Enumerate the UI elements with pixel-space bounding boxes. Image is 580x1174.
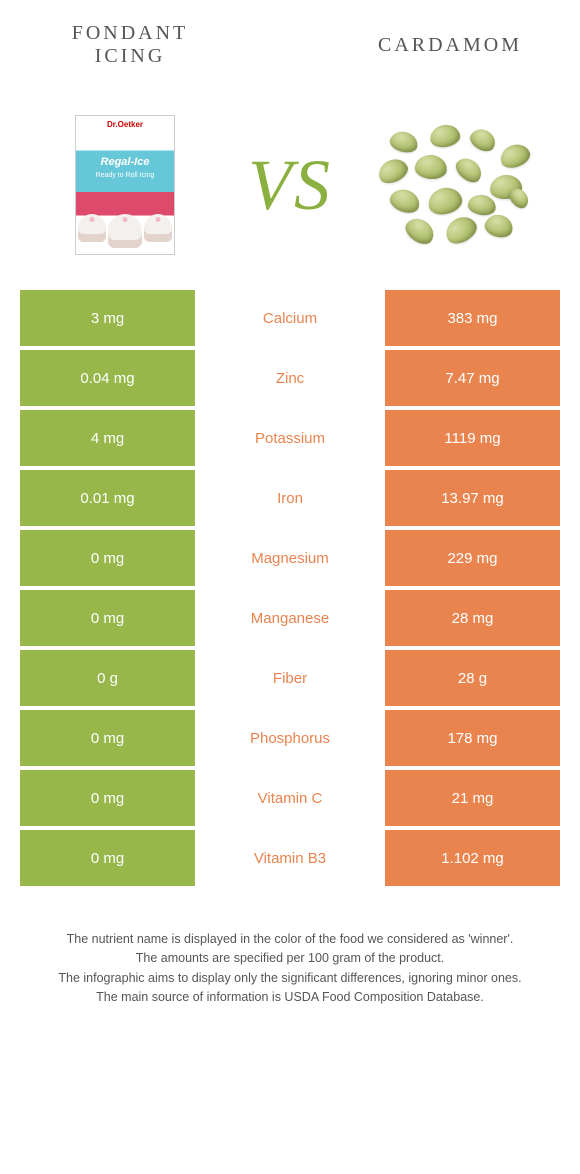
cell-right-value: 28 g	[385, 650, 560, 706]
product-sub: Ready to Roll Icing	[76, 172, 174, 179]
cell-right-value: 1119 mg	[385, 410, 560, 466]
cardamom-pod-icon	[441, 212, 481, 249]
cell-left-value: 0 mg	[20, 590, 195, 646]
cardamom-pod-icon	[401, 213, 438, 248]
cardamom-pod-icon	[375, 155, 411, 188]
cell-nutrient-label: Iron	[195, 470, 385, 526]
table-row: 3 mgCalcium383 mg	[20, 290, 560, 346]
cardamom-pod-icon	[452, 153, 486, 186]
title-left-line1: FONDANT	[30, 22, 230, 45]
cell-nutrient-label: Manganese	[195, 590, 385, 646]
table-row: 0 gFiber28 g	[20, 650, 560, 706]
product-image-left: Dr.Oetker Regal-Ice Ready to Roll Icing	[40, 110, 210, 260]
product-name: Regal-Ice	[76, 156, 174, 168]
cell-nutrient-label: Fiber	[195, 650, 385, 706]
cell-right-value: 229 mg	[385, 530, 560, 586]
vs-label: VS	[248, 144, 332, 227]
title-left: FONDANT ICING	[30, 22, 230, 68]
cell-left-value: 0.01 mg	[20, 470, 195, 526]
cardamom-pod-icon	[414, 154, 448, 181]
header: FONDANT ICING CARDAMOM	[0, 0, 580, 90]
cell-nutrient-label: Potassium	[195, 410, 385, 466]
table-row: 0 mgVitamin B31.102 mg	[20, 830, 560, 886]
table-row: 0.04 mgZinc7.47 mg	[20, 350, 560, 406]
cell-nutrient-label: Zinc	[195, 350, 385, 406]
cardamom-pod-icon	[388, 129, 420, 156]
footer-line-3: The infographic aims to display only the…	[30, 969, 550, 988]
product-image-right	[370, 110, 540, 260]
cell-right-value: 178 mg	[385, 710, 560, 766]
cardamom-pod-icon	[387, 186, 423, 217]
title-right: CARDAMOM	[350, 34, 550, 57]
table-row: 0 mgPhosphorus178 mg	[20, 710, 560, 766]
cell-left-value: 3 mg	[20, 290, 195, 346]
comparison-table: 3 mgCalcium383 mg0.04 mgZinc7.47 mg4 mgP…	[20, 290, 560, 886]
title-left-line2: ICING	[30, 45, 230, 68]
cardamom-pod-icon	[497, 141, 533, 172]
cell-right-value: 1.102 mg	[385, 830, 560, 886]
cell-left-value: 4 mg	[20, 410, 195, 466]
fondant-box-icon: Dr.Oetker Regal-Ice Ready to Roll Icing	[75, 115, 175, 255]
footer-notes: The nutrient name is displayed in the co…	[0, 890, 580, 1008]
table-row: 0.01 mgIron13.97 mg	[20, 470, 560, 526]
cardamom-pod-icon	[428, 123, 461, 150]
cardamom-pod-icon	[483, 212, 516, 240]
cell-nutrient-label: Vitamin B3	[195, 830, 385, 886]
table-row: 0 mgVitamin C21 mg	[20, 770, 560, 826]
footer-line-2: The amounts are specified per 100 gram o…	[30, 949, 550, 968]
cell-left-value: 0 mg	[20, 830, 195, 886]
cell-nutrient-label: Vitamin C	[195, 770, 385, 826]
footer-line-1: The nutrient name is displayed in the co…	[30, 930, 550, 949]
cell-nutrient-label: Calcium	[195, 290, 385, 346]
cardamom-pod-icon	[425, 184, 465, 218]
cell-right-value: 13.97 mg	[385, 470, 560, 526]
cell-right-value: 28 mg	[385, 590, 560, 646]
cell-left-value: 0 mg	[20, 710, 195, 766]
footer-line-4: The main source of information is USDA F…	[30, 988, 550, 1007]
table-row: 0 mgManganese28 mg	[20, 590, 560, 646]
cell-left-value: 0.04 mg	[20, 350, 195, 406]
cell-nutrient-label: Phosphorus	[195, 710, 385, 766]
cardamom-pods-icon	[370, 120, 540, 250]
cardamom-pod-icon	[466, 193, 497, 218]
product-brand: Dr.Oetker	[76, 120, 174, 129]
cell-left-value: 0 g	[20, 650, 195, 706]
cell-left-value: 0 mg	[20, 770, 195, 826]
cell-right-value: 383 mg	[385, 290, 560, 346]
cell-left-value: 0 mg	[20, 530, 195, 586]
hero: Dr.Oetker Regal-Ice Ready to Roll Icing …	[0, 90, 580, 290]
cupcakes-icon	[76, 214, 174, 248]
cell-right-value: 21 mg	[385, 770, 560, 826]
table-row: 0 mgMagnesium229 mg	[20, 530, 560, 586]
cardamom-pod-icon	[467, 125, 500, 155]
cell-right-value: 7.47 mg	[385, 350, 560, 406]
table-row: 4 mgPotassium1119 mg	[20, 410, 560, 466]
cell-nutrient-label: Magnesium	[195, 530, 385, 586]
